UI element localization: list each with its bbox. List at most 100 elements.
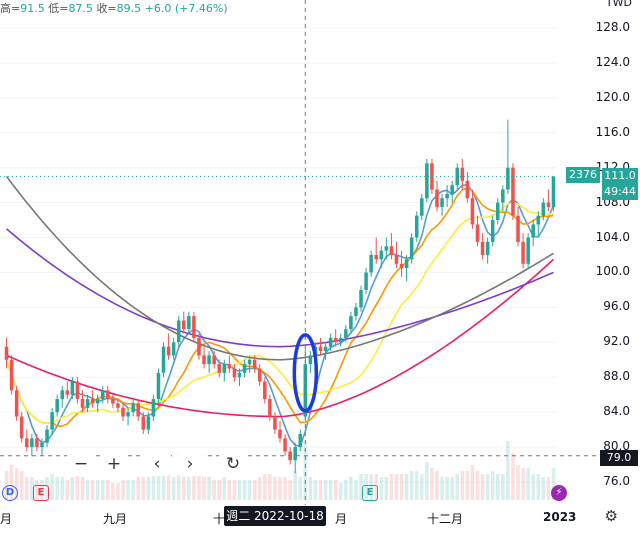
candle-57[interactable] — [293, 442, 297, 474]
zoom-out-button[interactable]: − — [67, 452, 95, 476]
candle-52[interactable] — [268, 394, 272, 421]
candle-76[interactable] — [389, 233, 394, 260]
candle-1[interactable] — [9, 355, 14, 395]
candle-24[interactable] — [126, 407, 130, 426]
candle-103[interactable] — [526, 233, 530, 269]
candle-94[interactable] — [480, 233, 485, 260]
candle-105[interactable] — [536, 211, 541, 238]
candle-81[interactable] — [414, 211, 419, 242]
candle-22[interactable] — [116, 399, 120, 413]
candle-58[interactable] — [298, 429, 303, 452]
candle-31[interactable] — [161, 342, 166, 378]
candle-99[interactable] — [506, 119, 510, 194]
candle-43[interactable] — [222, 359, 227, 382]
candle-98[interactable] — [501, 185, 505, 212]
candle-102[interactable] — [521, 233, 525, 269]
candle-16[interactable] — [85, 394, 90, 413]
candle-38[interactable] — [197, 333, 201, 360]
candle-55[interactable] — [283, 433, 287, 456]
candle-30[interactable] — [156, 368, 161, 404]
candle-88[interactable] — [450, 180, 454, 203]
candle-27[interactable] — [141, 412, 146, 434]
candle-9[interactable] — [50, 407, 54, 434]
candle-68[interactable] — [349, 311, 353, 334]
candle-69[interactable] — [354, 303, 358, 321]
candle-46[interactable] — [237, 368, 242, 386]
candle-66[interactable] — [338, 333, 343, 347]
candle-23[interactable] — [121, 403, 125, 421]
candle-96[interactable] — [490, 215, 495, 247]
candle-36[interactable] — [187, 311, 191, 334]
candle-108[interactable] — [551, 176, 556, 212]
candle-39[interactable] — [202, 346, 206, 369]
candle-6[interactable] — [35, 433, 39, 452]
candle-77[interactable] — [394, 241, 399, 269]
candle-7[interactable] — [40, 438, 44, 456]
candle-3[interactable] — [19, 412, 24, 443]
candle-86[interactable] — [440, 193, 444, 216]
candle-49[interactable] — [252, 355, 257, 373]
candle-41[interactable] — [212, 351, 216, 369]
candle-4[interactable] — [25, 429, 29, 452]
event-marker-3[interactable]: ⚡ — [551, 485, 567, 501]
candle-80[interactable] — [409, 233, 414, 264]
candle-60[interactable] — [308, 351, 313, 373]
scroll-left-button[interactable]: ‹ — [143, 452, 171, 476]
candle-74[interactable] — [379, 246, 384, 269]
candle-89[interactable] — [455, 163, 460, 190]
candle-91[interactable] — [465, 172, 470, 203]
candle-95[interactable] — [485, 237, 490, 264]
candle-106[interactable] — [541, 198, 546, 221]
candle-10[interactable] — [55, 394, 59, 417]
candle-25[interactable] — [131, 399, 135, 417]
candle-15[interactable] — [80, 390, 85, 413]
candle-101[interactable] — [516, 206, 520, 247]
event-marker-1[interactable]: E — [33, 485, 49, 501]
candle-2[interactable] — [14, 385, 19, 421]
candle-53[interactable] — [273, 412, 277, 434]
candle-48[interactable] — [247, 355, 252, 373]
candle-107[interactable] — [546, 189, 551, 212]
scroll-right-button[interactable]: › — [176, 452, 204, 476]
zoom-in-button[interactable]: + — [100, 452, 128, 476]
candle-64[interactable] — [328, 333, 333, 352]
candle-83[interactable] — [425, 158, 429, 203]
candle-44[interactable] — [227, 355, 232, 373]
candle-67[interactable] — [344, 324, 348, 343]
candle-42[interactable] — [217, 359, 222, 378]
candle-90[interactable] — [460, 158, 465, 190]
candle-19[interactable] — [100, 385, 105, 404]
candle-17[interactable] — [90, 390, 95, 408]
candle-33[interactable] — [171, 337, 176, 360]
candle-73[interactable] — [374, 237, 378, 264]
candle-40[interactable] — [207, 351, 211, 373]
candle-50[interactable] — [257, 364, 262, 386]
candle-14[interactable] — [75, 377, 80, 404]
event-marker-0[interactable]: D — [2, 485, 18, 501]
currency-label[interactable]: TWD — [605, 0, 632, 9]
candle-20[interactable] — [106, 385, 110, 404]
candle-54[interactable] — [278, 420, 282, 443]
candle-13[interactable] — [70, 377, 75, 400]
candle-70[interactable] — [359, 285, 363, 312]
candle-65[interactable] — [333, 329, 338, 347]
candle-5[interactable] — [30, 433, 34, 456]
candle-75[interactable] — [384, 237, 389, 260]
candle-28[interactable] — [146, 412, 151, 434]
candle-63[interactable] — [323, 342, 328, 360]
candle-34[interactable] — [176, 316, 181, 347]
candle-37[interactable] — [192, 311, 196, 343]
candle-92[interactable] — [470, 189, 475, 229]
candle-18[interactable] — [95, 394, 100, 413]
event-marker-2[interactable]: E — [362, 485, 378, 501]
candle-104[interactable] — [531, 220, 535, 247]
candle-32[interactable] — [166, 333, 171, 360]
candle-11[interactable] — [60, 385, 65, 408]
candle-47[interactable] — [242, 359, 247, 378]
candle-87[interactable] — [445, 185, 449, 207]
candle-82[interactable] — [420, 193, 424, 221]
candle-0[interactable] — [4, 337, 9, 369]
candle-97[interactable] — [495, 198, 500, 225]
